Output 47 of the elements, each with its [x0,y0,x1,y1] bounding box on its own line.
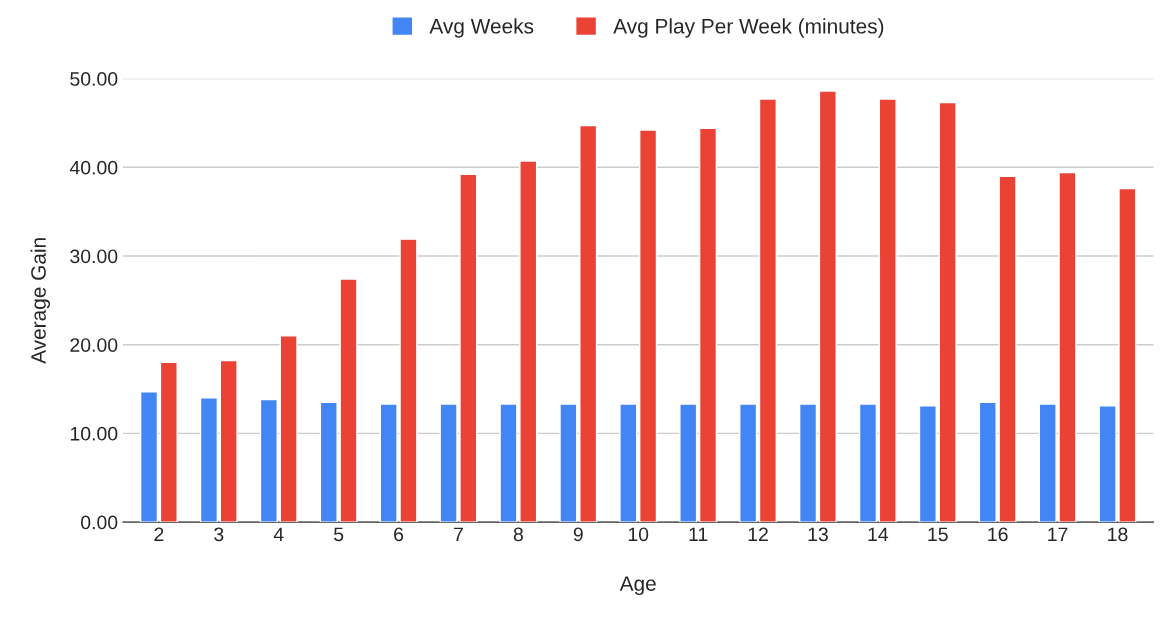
bar [938,101,957,523]
bar [219,359,238,523]
x-tick-label: 12 [748,527,768,542]
x-tick-label: 15 [928,527,948,542]
legend-label: Avg Play Per Week (minutes) [613,18,884,38]
bar [679,403,698,523]
bar [698,127,718,523]
y-tick-label: 50.00 [70,72,118,86]
bar [798,403,818,523]
bar [878,98,897,523]
x-tick-label: 5 [334,527,344,542]
bar [858,403,878,523]
x-tick-label: 8 [513,527,523,542]
y-tick-label: 20.00 [70,338,118,352]
x-axis-title: Age [619,576,656,596]
bar [159,361,178,523]
bar [279,335,298,523]
x-tick-label: 2 [154,527,164,542]
y-tick-label: 0.00 [81,515,118,530]
x-tick-label: 6 [394,527,404,542]
x-tick-label: 7 [454,527,463,542]
bar [259,398,278,523]
bar [638,129,658,523]
x-tick-label: 9 [573,527,583,542]
x-tick-label: 16 [988,527,1008,542]
y-tick-label: 40.00 [69,160,118,175]
bar [619,403,638,523]
bar [739,403,758,523]
x-tick-label: 4 [273,527,284,542]
bar [559,403,578,523]
x-tick-label: 10 [628,527,649,542]
bar [758,98,777,523]
x-tick-label: 11 [689,527,708,542]
y-axis-title: Average Gain [30,238,50,364]
bar [199,397,219,523]
y-tick-label: 30.00 [70,249,118,264]
x-tick-label: 3 [214,527,224,542]
legend-label: Avg Weeks [429,18,534,38]
x-tick-label: 13 [808,527,828,542]
x-tick-label: 14 [868,527,889,542]
bar [818,90,837,523]
y-tick-label: 10.00 [70,426,118,441]
bar [139,391,159,523]
x-tick-label: 18 [1108,527,1128,542]
bar [579,124,598,523]
bar [918,405,937,523]
x-tick-label: 17 [1048,527,1068,542]
